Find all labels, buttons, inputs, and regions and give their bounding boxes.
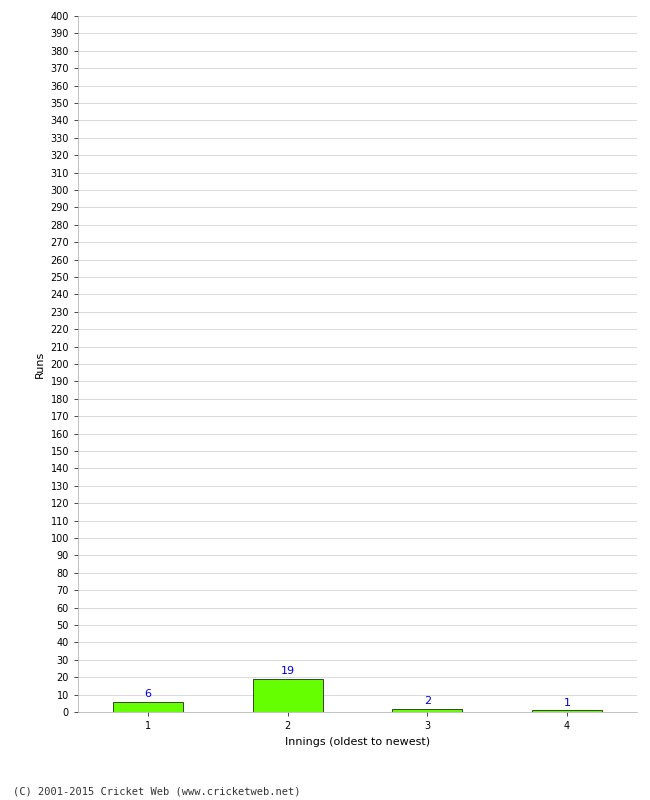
Text: 1: 1 [564,698,571,708]
Text: 6: 6 [144,689,151,699]
Bar [532,710,602,712]
Text: 2: 2 [424,696,431,706]
Bar [393,709,462,712]
X-axis label: Innings (oldest to newest): Innings (oldest to newest) [285,737,430,746]
Y-axis label: Runs: Runs [35,350,45,378]
Bar [253,679,322,712]
Bar [113,702,183,712]
Text: 19: 19 [281,666,294,676]
Text: (C) 2001-2015 Cricket Web (www.cricketweb.net): (C) 2001-2015 Cricket Web (www.cricketwe… [13,786,300,796]
